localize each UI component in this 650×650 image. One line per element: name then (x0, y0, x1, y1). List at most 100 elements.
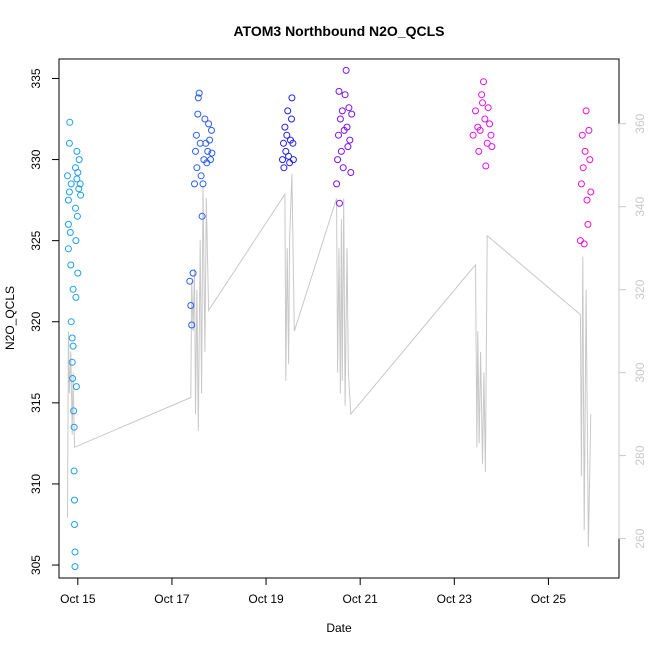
y-tick-label-1: 305 (29, 555, 43, 575)
x-axis-label: Date (326, 621, 352, 635)
data-point-4-1 (333, 180, 341, 188)
y2-tick-label-6: 360 (633, 113, 647, 133)
data-point-6-5 (580, 240, 588, 248)
data-point-1-33 (74, 269, 82, 277)
data-point-1-7 (66, 118, 74, 126)
scatter-series-6 (576, 107, 595, 248)
data-point-3-14 (289, 156, 297, 164)
data-point-2-3 (188, 321, 196, 329)
data-point-3-13 (289, 139, 297, 147)
y2-tick-label-2: 280 (633, 445, 647, 465)
data-point-1-17 (70, 407, 78, 415)
data-point-2-1 (186, 277, 194, 285)
scatter-series-3 (279, 94, 297, 172)
data-point-4-14 (344, 143, 352, 151)
x-tick-label-5: Oct 23 (437, 592, 473, 606)
data-point-1-28 (72, 383, 80, 391)
data-point-4-17 (347, 169, 355, 176)
data-point-1-32 (74, 169, 82, 176)
data-point-3-12 (288, 94, 296, 102)
data-point-3-2 (280, 139, 287, 147)
scatter-series-2 (186, 89, 216, 329)
data-point-1-36 (76, 180, 84, 188)
data-point-2-14 (198, 212, 206, 220)
data-point-6-2 (577, 180, 585, 188)
y-axis-label: N2O_QCLS (3, 286, 17, 350)
data-point-6-4 (579, 164, 587, 172)
data-point-6-12 (587, 188, 595, 196)
data-point-1-13 (68, 358, 76, 366)
data-point-2-24 (208, 126, 215, 134)
data-point-5-14 (487, 131, 495, 139)
data-point-6-3 (578, 131, 586, 139)
data-point-5-13 (486, 120, 494, 128)
data-point-4-11 (341, 91, 349, 99)
plot-frame (58, 58, 620, 579)
data-point-1-30 (73, 175, 81, 183)
scatter-points-layer (64, 66, 595, 571)
data-point-5-1 (469, 131, 477, 139)
y2-tick-label-5: 340 (633, 196, 647, 216)
data-point-5-6 (478, 91, 486, 99)
data-point-2-11 (195, 89, 203, 97)
data-point-6-7 (582, 107, 590, 115)
data-point-1-26 (72, 237, 80, 245)
data-point-2-13 (197, 172, 205, 180)
data-point-4-3 (335, 131, 342, 139)
data-point-5-9 (481, 115, 489, 123)
data-point-1-10 (67, 180, 75, 188)
data-point-2-8 (193, 164, 201, 172)
secondary-series-line (67, 173, 592, 547)
y-tick-label-4: 320 (29, 311, 43, 331)
x-tick-label-3: Oct 19 (248, 592, 284, 606)
data-point-2-10 (194, 94, 202, 102)
y-tick-label-5: 325 (29, 230, 43, 250)
data-point-3-9 (286, 159, 294, 167)
data-point-3-8 (285, 152, 293, 160)
data-point-2-20 (204, 147, 212, 155)
data-point-2-15 (199, 180, 207, 188)
data-point-1-2 (64, 196, 72, 204)
data-point-3-11 (288, 115, 295, 123)
y2-tick-label-1: 260 (633, 528, 647, 548)
data-point-4-12 (342, 66, 350, 74)
data-point-1-23 (71, 563, 79, 571)
data-point-1-16 (69, 342, 77, 350)
y-tick-label-6: 330 (29, 149, 43, 169)
data-point-2-22 (206, 136, 214, 144)
scatter-series-1 (64, 118, 85, 571)
data-point-1-31 (73, 212, 81, 220)
data-point-1-1 (64, 172, 71, 180)
data-point-2-7 (192, 131, 200, 139)
x-tick-label-6: Oct 25 (531, 592, 567, 606)
data-point-1-34 (75, 185, 83, 193)
data-point-1-12 (68, 334, 76, 342)
data-point-2-25 (208, 149, 216, 157)
data-point-1-35 (75, 156, 83, 164)
data-point-5-7 (479, 99, 486, 107)
data-point-4-9 (339, 164, 347, 172)
data-point-4-15 (345, 104, 353, 112)
data-point-5-10 (482, 162, 490, 170)
data-point-5-12 (484, 104, 492, 112)
data-point-3-7 (284, 107, 292, 115)
y-axis: 305 310 315 320 325 330 335 (29, 68, 60, 575)
y2-axis: 260 280 300 320 340 360 (618, 113, 647, 549)
data-point-1-18 (70, 423, 78, 431)
data-point-6-9 (584, 220, 592, 228)
data-point-6-6 (581, 147, 589, 155)
data-point-4-5 (336, 199, 343, 207)
data-point-2-2 (187, 302, 195, 309)
x-tick-label-4: Oct 21 (342, 592, 378, 606)
y-tick-label-3: 315 (29, 393, 43, 413)
chart-title: ATOM3 Northbound N2O_QCLS (233, 23, 444, 39)
data-point-1-5 (65, 188, 73, 196)
data-point-6-10 (585, 126, 593, 134)
data-point-6-8 (583, 196, 591, 204)
data-point-5-11 (483, 139, 491, 147)
data-point-2-4 (189, 269, 197, 277)
data-point-2-5 (191, 180, 198, 188)
data-point-1-11 (67, 318, 75, 326)
data-point-2-21 (205, 120, 213, 128)
